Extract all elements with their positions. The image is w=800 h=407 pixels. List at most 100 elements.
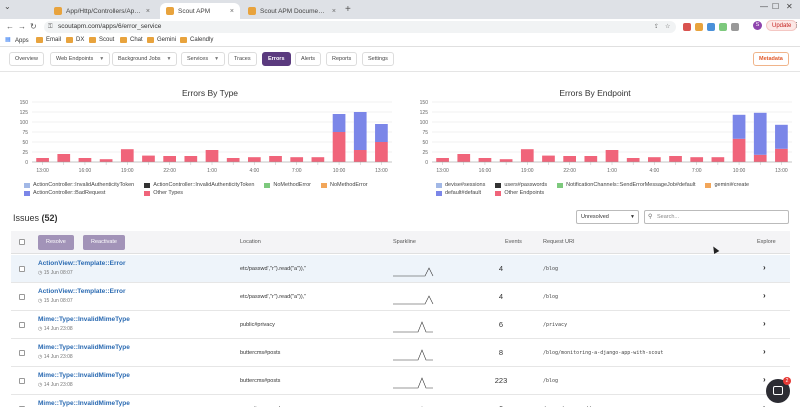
issue-name-link[interactable]: Mime::Type::InvalidMimeType [38, 372, 130, 379]
chevron-right-icon[interactable]: › [763, 375, 766, 384]
legend-item[interactable]: gemini#create [705, 182, 749, 188]
legend-item[interactable]: ActionController::InvalidAuthenticityTok… [24, 182, 134, 188]
x-tick-label: 13:00 [775, 168, 788, 174]
update-button[interactable]: Update [766, 20, 798, 31]
legend-item[interactable]: Other Endpoints [495, 190, 547, 196]
legend-item[interactable]: users#passwords [495, 182, 547, 188]
resolve-button[interactable]: Resolve [38, 235, 74, 250]
bookmark-dx[interactable]: DX [66, 37, 84, 43]
legend-label: devise#sessions [445, 182, 486, 188]
bar-segment [120, 149, 134, 162]
select-all-checkbox[interactable] [19, 239, 25, 245]
row-checkbox[interactable] [19, 266, 25, 272]
reload-icon[interactable]: ↻ [30, 22, 37, 31]
close-tab-icon[interactable]: × [145, 7, 150, 15]
favicon-icon [166, 7, 174, 15]
table-row[interactable]: ActionView::Template::Error ◷ 15 Jun 08:0… [11, 255, 790, 283]
legend-item[interactable]: NoMethodError [264, 182, 311, 188]
tab-web-endpoints[interactable]: Web Endpoints ▼ [50, 52, 111, 66]
bookmark-star-icon[interactable]: ☆ [665, 24, 671, 30]
browser-tab[interactable]: Scout APM Documentation× [242, 3, 342, 19]
browser-tab[interactable]: Scout APM × [160, 3, 240, 19]
bookmark-chat[interactable]: Chat [120, 37, 143, 43]
x-tick-label: 22:00 [163, 168, 176, 174]
x-tick-label: 1:00 [207, 168, 217, 174]
site-info-icon[interactable]: ⚿ [48, 24, 53, 30]
browser-tab-title: Scout APM [178, 7, 211, 15]
legend-item[interactable]: ActionController::BadRequest [24, 190, 134, 196]
bookmark-email[interactable]: Email [36, 37, 61, 43]
tab-alerts[interactable]: Alerts [295, 52, 322, 66]
bar-segment [563, 156, 576, 162]
legend-swatch [24, 190, 30, 196]
table-row[interactable]: ActionView::Template::Error ◷ 15 Jun 08:0… [11, 283, 790, 311]
table-row[interactable]: Mime::Type::InvalidMimeType◷ 14 Jun 23:0… [11, 367, 790, 395]
issue-name-link[interactable]: ActionView::Template::Error [38, 260, 126, 267]
bar-segment [311, 157, 325, 162]
bookmark-scout[interactable]: Scout [89, 37, 114, 43]
chat-widget-button[interactable]: 2 [766, 377, 791, 403]
tab-services[interactable]: Services ▼ [181, 52, 226, 66]
back-icon[interactable]: ← [6, 22, 14, 31]
table-row[interactable]: Mime::Type::InvalidMimeType◷ 14 Jun 23:0… [11, 395, 790, 407]
tab-reports[interactable]: Reports [326, 52, 358, 66]
bar-segment [690, 157, 704, 162]
bookmark-gemini[interactable]: Gemini [147, 37, 176, 43]
extension-icon[interactable] [683, 23, 691, 31]
x-tick-label: 1:00 [607, 168, 617, 174]
row-checkbox[interactable] [19, 322, 25, 328]
chevron-right-icon[interactable]: › [763, 347, 766, 356]
close-tab-icon[interactable]: × [229, 7, 234, 15]
new-tab-button[interactable]: + [345, 4, 351, 15]
tab-search-icon[interactable]: ⌄ [4, 2, 11, 11]
legend-swatch [557, 182, 564, 188]
issue-name-link[interactable]: Mime::Type::InvalidMimeType [38, 344, 130, 351]
table-row[interactable]: Mime::Type::InvalidMimeType◷ 14 Jun 23:0… [11, 311, 790, 339]
row-checkbox[interactable] [19, 294, 25, 300]
bar-segment [775, 148, 788, 162]
extension-icon[interactable] [707, 23, 715, 31]
chevron-right-icon[interactable]: › [763, 291, 766, 300]
extension-icon[interactable] [695, 23, 703, 31]
url-input[interactable]: ⚿ scoutapm.com/apps/6/error_service ⇪ ☆ [44, 21, 676, 33]
issue-name-link[interactable]: ActionView::Template::Error [38, 288, 126, 295]
profile-avatar[interactable]: S [753, 21, 762, 30]
browser-menu-icon[interactable]: ⋮ [793, 22, 800, 29]
tab-traces[interactable]: Traces [228, 52, 257, 66]
extensions-puzzle-icon[interactable] [731, 23, 739, 31]
bookmark-calendly[interactable]: Calendly [180, 37, 213, 43]
close-tab-icon[interactable]: × [331, 7, 336, 15]
legend-item[interactable]: NotificationChannels::SendErrorMessageJo… [557, 182, 695, 188]
table-row[interactable]: Mime::Type::InvalidMimeType◷ 14 Jun 23:0… [11, 339, 790, 367]
extension-icon[interactable] [719, 23, 727, 31]
issue-name-link[interactable]: Mime::Type::InvalidMimeType [38, 316, 130, 323]
metadata-button[interactable]: Metadata [753, 52, 789, 66]
bookmark-apps[interactable]: ▦ Apps [5, 37, 29, 44]
issue-name-link[interactable]: Mime::Type::InvalidMimeType [38, 400, 130, 407]
legend-label: NotificationChannels::SendErrorMessageJo… [566, 182, 696, 188]
status-filter-select[interactable]: Unresolved ▼ [576, 210, 639, 224]
legend-item[interactable]: default#default [436, 190, 485, 196]
share-icon[interactable]: ⇪ [654, 24, 660, 30]
legend-item[interactable]: devise#sessions [436, 182, 485, 188]
close-window-icon[interactable]: ✕ [786, 2, 793, 11]
legend-item[interactable]: NoMethodError [321, 182, 368, 188]
row-checkbox[interactable] [19, 378, 25, 384]
tab-overview[interactable]: Overview [9, 52, 44, 66]
row-checkbox[interactable] [19, 350, 25, 356]
legend-item[interactable]: ActionController::InvalidAuthenticityTok… [144, 182, 254, 188]
browser-tab[interactable]: App/Http/Controllers/Api/V1/...× [48, 3, 156, 19]
forward-icon[interactable]: → [18, 22, 26, 31]
minimize-icon[interactable]: — [760, 2, 768, 11]
tab-background-jobs[interactable]: Background Jobs ▼ [112, 52, 178, 66]
reactivate-button[interactable]: Reactivate [83, 235, 125, 250]
chevron-right-icon[interactable]: › [763, 403, 766, 407]
issues-search-input[interactable]: ⚲ Search... [644, 210, 789, 224]
maximize-icon[interactable]: ☐ [772, 2, 780, 11]
chevron-right-icon[interactable]: › [763, 319, 766, 328]
legend-item[interactable]: Other Types [144, 190, 254, 196]
tab-settings[interactable]: Settings [362, 52, 394, 66]
sparkline [393, 267, 434, 277]
chevron-right-icon[interactable]: › [763, 263, 766, 272]
tab-errors[interactable]: Errors [262, 52, 291, 66]
